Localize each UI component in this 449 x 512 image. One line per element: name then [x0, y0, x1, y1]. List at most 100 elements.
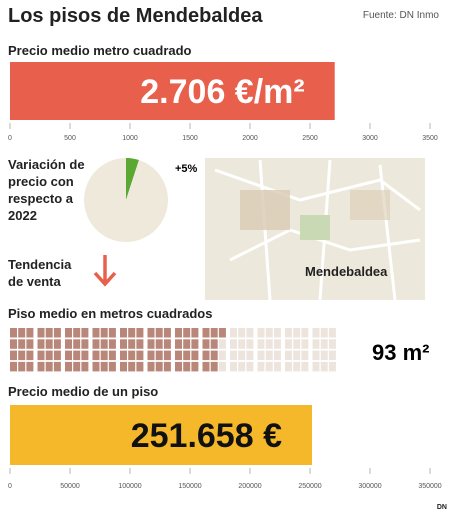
- waffle-cell: [163, 339, 171, 349]
- waffle-cell: [155, 328, 163, 338]
- waffle-empty: [246, 339, 254, 349]
- waffle-cell: [100, 361, 108, 372]
- value-label: 251.658 €: [131, 417, 282, 455]
- waffle-cell: [92, 350, 100, 361]
- waffle-empty: [312, 339, 320, 349]
- waffle-empty: [238, 328, 246, 338]
- waffle-empty: [312, 350, 320, 361]
- waffle-cell: [155, 361, 163, 372]
- waffle-empty: [273, 328, 281, 338]
- waffle-empty: [265, 361, 273, 372]
- waffle-cell: [136, 361, 144, 372]
- waffle-cell: [147, 339, 155, 349]
- waffle-empty: [285, 339, 292, 349]
- waffle-cell: [191, 339, 199, 349]
- waffle-cell: [128, 361, 136, 372]
- waffle-empty: [265, 328, 273, 338]
- waffle-cell: [202, 361, 210, 372]
- waffle-cell: [128, 328, 136, 338]
- waffle-empty: [218, 361, 226, 372]
- waffle-cell: [183, 361, 191, 372]
- waffle-cell: [10, 339, 17, 349]
- waffle-cell: [128, 339, 136, 349]
- waffle-cell: [37, 350, 45, 361]
- waffle-cell: [53, 361, 61, 372]
- waffle-cell: [73, 339, 81, 349]
- x-tick-label: 0: [8, 135, 12, 142]
- waffle-empty: [238, 339, 246, 349]
- waffle-empty: [328, 350, 336, 361]
- waffle-cell: [65, 361, 72, 372]
- waffle-cell: [73, 361, 81, 372]
- waffle-cell: [183, 350, 191, 361]
- chart-title: Precio medio metro cuadrado: [8, 43, 192, 58]
- waffle-cell: [10, 328, 17, 338]
- pie-slice: [83, 158, 168, 242]
- waffle-cell: [81, 328, 89, 338]
- pie-slice: [126, 158, 139, 200]
- x-tick-label: 500: [64, 135, 76, 142]
- waffle-empty: [246, 350, 254, 361]
- waffle-empty: [257, 350, 265, 361]
- waffle-cell: [10, 350, 17, 361]
- waffle-cell: [175, 339, 182, 349]
- waffle-cell: [120, 361, 127, 372]
- trend-arrow: [93, 255, 117, 287]
- waffle-cell: [202, 350, 210, 361]
- waffle-empty: [246, 361, 254, 372]
- waffle-empty: [246, 328, 254, 338]
- waffle-empty: [301, 339, 309, 349]
- waffle-cell: [136, 328, 144, 338]
- bar: [10, 62, 335, 120]
- waffle-cell: [18, 328, 26, 338]
- chart-title: Variación de precio con respecto a 2022: [8, 157, 85, 223]
- waffle-cell: [53, 339, 61, 349]
- waffle-cell: [92, 339, 100, 349]
- x-tick-label: 3500: [422, 135, 438, 142]
- waffle-cell: [26, 361, 34, 372]
- waffle-empty: [238, 350, 246, 361]
- waffle-cell: [191, 361, 199, 372]
- waffle-empty: [285, 361, 292, 372]
- chart-title: Precio medio de un piso: [8, 384, 159, 399]
- waffle-empty: [230, 328, 237, 338]
- waffle-empty: [273, 361, 281, 372]
- x-tick-label: 300000: [358, 483, 381, 490]
- x-tick-label: 3000: [362, 135, 378, 142]
- map: [205, 158, 425, 301]
- bar: [10, 405, 312, 465]
- waffle-cell: [10, 361, 17, 372]
- x-tick-label: 1500: [182, 135, 198, 142]
- waffle-empty: [301, 328, 309, 338]
- waffle-cell: [155, 339, 163, 349]
- x-tick-label: 350000: [418, 483, 441, 490]
- value-label: 93 m²: [372, 340, 429, 365]
- waffle-cell: [26, 350, 34, 361]
- waffle-empty: [293, 350, 301, 361]
- waffle-empty: [312, 361, 320, 372]
- waffle-empty: [320, 361, 328, 372]
- waffle-cell: [108, 350, 116, 361]
- waffle-cell: [37, 361, 45, 372]
- waffle-cell: [73, 350, 81, 361]
- waffle-cell: [120, 328, 127, 338]
- waffle-empty: [218, 350, 226, 361]
- waffle-cell: [100, 339, 108, 349]
- waffle-cell: [45, 339, 53, 349]
- waffle-empty: [293, 361, 301, 372]
- waffle-cell: [26, 328, 34, 338]
- waffle-cell: [183, 339, 191, 349]
- waffle-cell: [175, 361, 182, 372]
- waffle-empty: [273, 350, 281, 361]
- waffle-cell: [65, 339, 72, 349]
- waffle-empty: [320, 350, 328, 361]
- waffle-cell: [210, 328, 218, 338]
- waffle-cell: [183, 328, 191, 338]
- waffle-empty: [285, 350, 292, 361]
- waffle-cell: [53, 328, 61, 338]
- x-tick-label: 50000: [60, 483, 80, 490]
- x-tick-label: 2000: [242, 135, 258, 142]
- waffle-empty: [328, 361, 336, 372]
- value-label: 2.706 €/m²: [140, 73, 304, 111]
